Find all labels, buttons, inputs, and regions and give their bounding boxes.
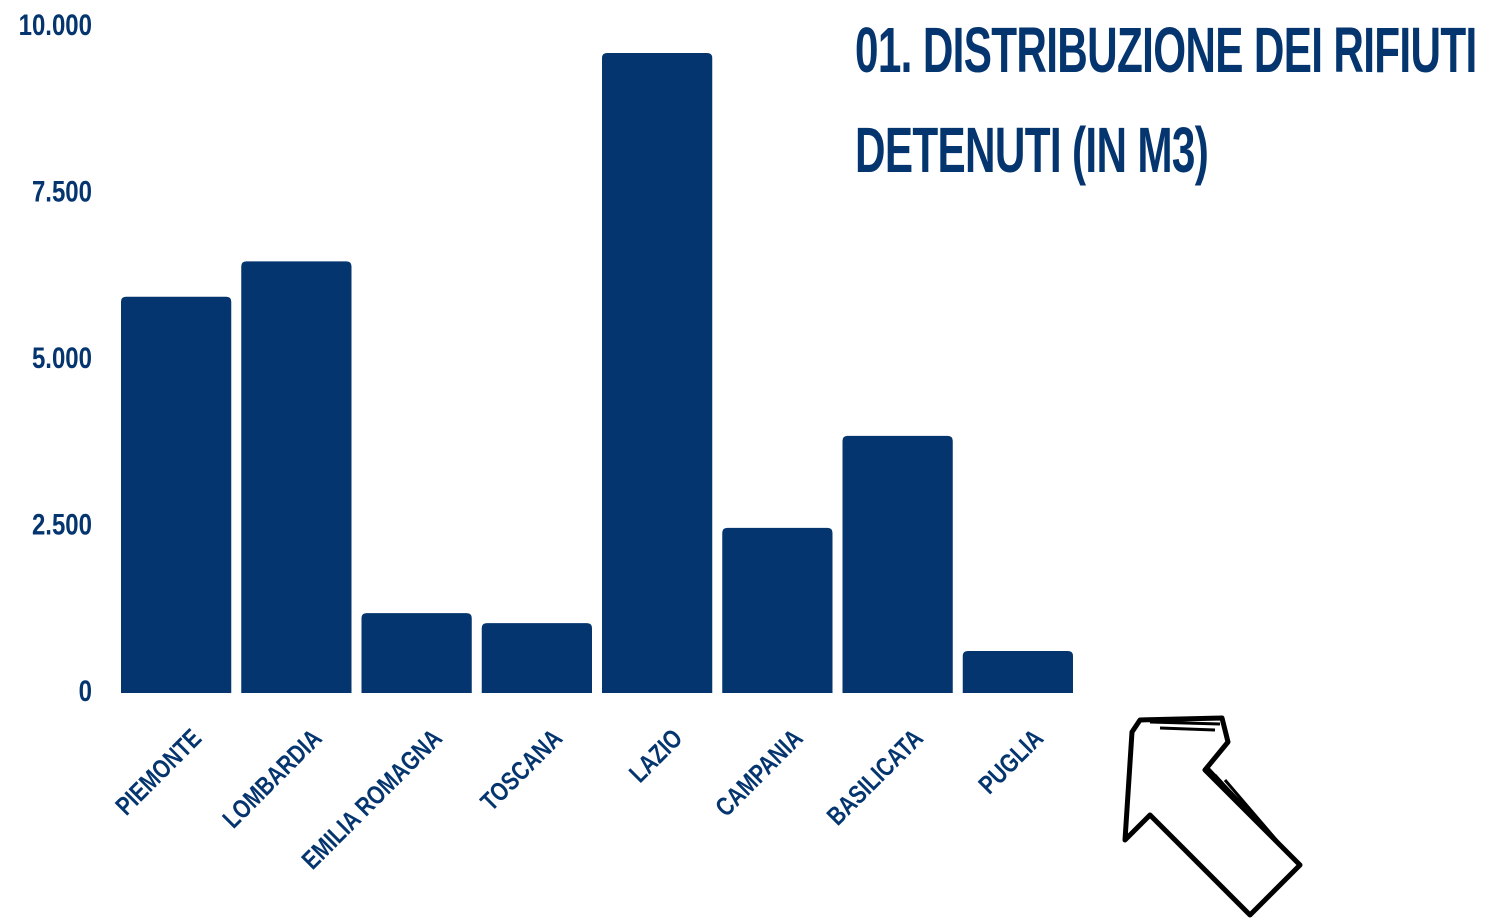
arrow-icon bbox=[1122, 715, 1303, 918]
chart-title: 01. DISTRIBUZIONE DEI RIFIUTI DETENUTI (… bbox=[855, 14, 1477, 186]
bar bbox=[842, 435, 953, 693]
y-tick-label: 0 bbox=[79, 673, 92, 707]
x-tick-label: LAZIO bbox=[623, 723, 687, 787]
x-tick-label: BASILICATA bbox=[821, 723, 928, 830]
bar bbox=[722, 527, 833, 693]
x-tick-label: PUGLIA bbox=[973, 723, 1049, 799]
bar bbox=[481, 623, 592, 693]
x-tick-label: CAMPANIA bbox=[710, 723, 808, 821]
y-tick-label: 2.500 bbox=[32, 507, 92, 541]
bar bbox=[602, 52, 713, 693]
y-tick-label: 10.000 bbox=[19, 7, 92, 41]
y-tick-label: 7.500 bbox=[32, 174, 92, 208]
x-tick-label: PIEMONTE bbox=[110, 723, 207, 820]
x-tick-label: TOSCANA bbox=[475, 723, 568, 816]
y-tick-label: 5.000 bbox=[32, 340, 92, 374]
x-tick-label: LOMBARDIA bbox=[217, 723, 327, 833]
bar bbox=[241, 261, 352, 693]
bar bbox=[361, 613, 472, 693]
bar bbox=[962, 651, 1073, 693]
bar bbox=[121, 296, 232, 693]
